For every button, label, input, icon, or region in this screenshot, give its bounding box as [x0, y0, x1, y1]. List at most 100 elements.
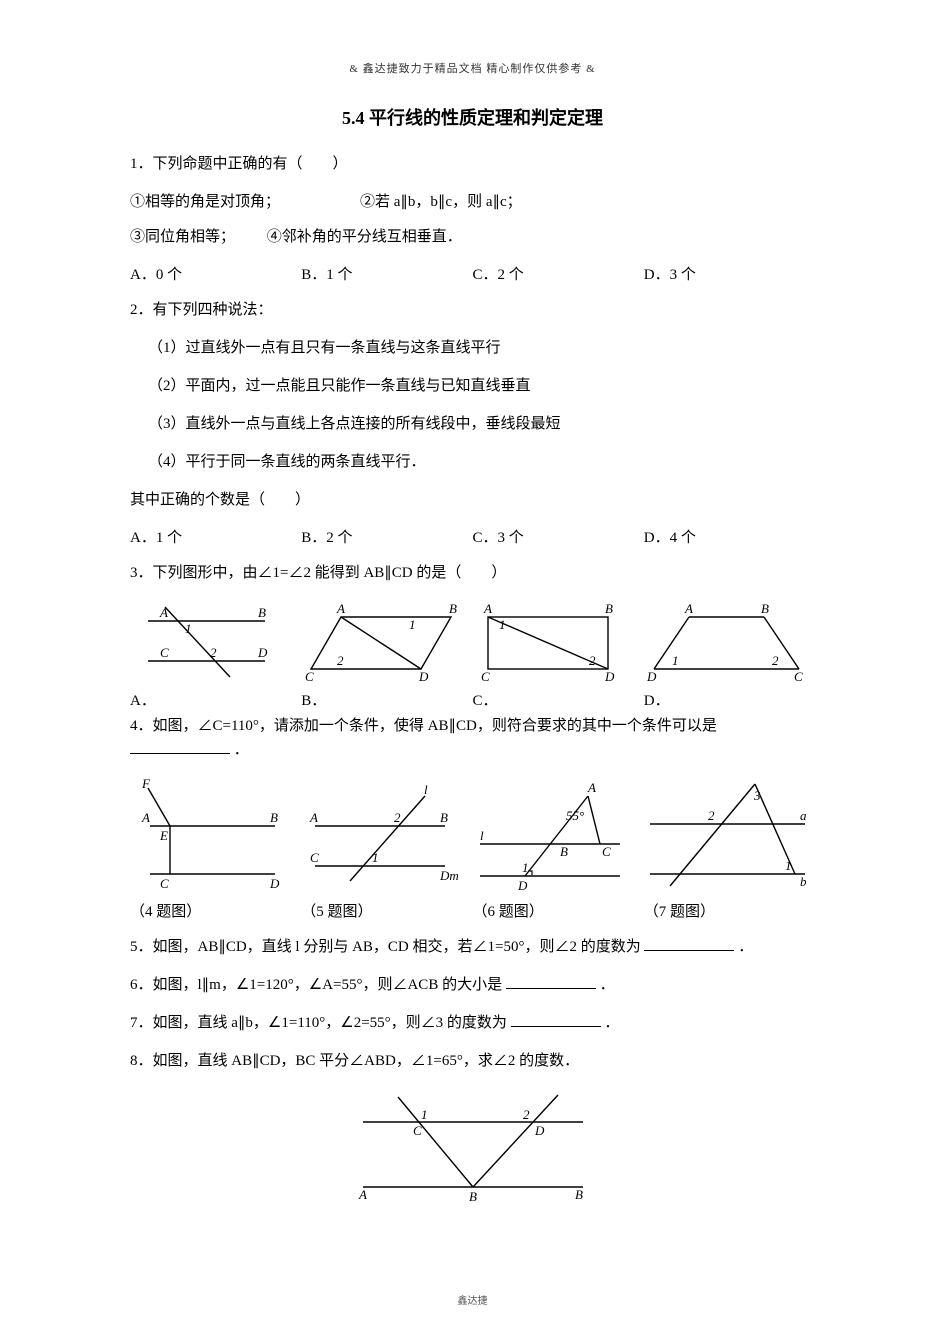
q1-sub12: ①相等的角是对顶角； ②若 a∥b，b∥c，则 a∥c；: [130, 190, 815, 211]
q4-stem-a: 4．如图，∠C=110°，请添加一个条件，使得 AB∥CD，则符合要求的其中一个…: [130, 718, 717, 734]
svg-text:C: C: [160, 645, 169, 660]
svg-text:D: D: [517, 878, 528, 893]
q2-opt-c: C．3 个: [473, 526, 644, 547]
q4-blank: [130, 739, 230, 754]
svg-text:A: A: [141, 810, 150, 825]
q3-label-a: A．: [130, 693, 156, 709]
fig5-diagram-icon: AB CDm l 21: [300, 776, 460, 896]
fig6-diagram-icon: l A 55° BC 1 D: [470, 776, 630, 896]
q4-stem-b: ．: [234, 742, 249, 758]
q5-blank: [644, 936, 734, 951]
svg-text:B: B: [270, 810, 278, 825]
q4-stem: 4．如图，∠C=110°，请添加一个条件，使得 AB∥CD，则符合要求的其中一个…: [130, 714, 815, 762]
svg-text:2: 2: [337, 653, 344, 668]
q3a-diagram-icon: A B C D 1 2: [130, 599, 280, 689]
svg-text:B: B: [560, 844, 568, 859]
fig4: F AB E CD: [130, 776, 300, 896]
q3d-diagram-icon: AB DC 12: [644, 599, 809, 689]
svg-text:1: 1: [372, 850, 379, 865]
svg-text:l: l: [480, 828, 484, 843]
svg-text:1: 1: [785, 858, 792, 873]
svg-text:C: C: [602, 844, 611, 859]
q2-s2: （2）平面内，过一点能且只能作一条直线与已知直线垂直: [130, 374, 815, 398]
q1-sub34: ③同位角相等； ④邻补角的平分线互相垂直．: [130, 225, 815, 249]
footer: 鑫达捷: [0, 1292, 945, 1307]
q7-text: 7．如图，直线 a∥b，∠1=110°，∠2=55°，则∠3 的度数为: [130, 1015, 507, 1031]
q6: 6．如图，l∥m，∠1=120°，∠A=55°，则∠ACB 的大小是 ．: [130, 973, 815, 997]
svg-text:b: b: [800, 874, 807, 889]
svg-text:B: B: [440, 810, 448, 825]
q2-s3: （3）直线外一点与直线上各点连接的所有线段中，垂线段最短: [130, 412, 815, 436]
svg-text:D: D: [604, 669, 615, 684]
q3b-diagram-icon: AB CD 12: [301, 599, 466, 689]
svg-text:A: A: [309, 810, 318, 825]
svg-text:B: B: [575, 1187, 583, 1202]
svg-text:B: B: [761, 601, 769, 616]
svg-text:l: l: [424, 782, 428, 797]
q6-text: 6．如图，l∥m，∠1=120°，∠A=55°，则∠ACB 的大小是: [130, 977, 502, 993]
q6-blank: [506, 974, 596, 989]
q3-fig-b: AB CD 12 B．: [301, 599, 472, 710]
page-title: 5.4 平行线的性质定理和判定定理: [130, 104, 815, 130]
header-note: & 鑫达捷致力于精品文档 精心制作仅供参考 &: [130, 60, 815, 76]
svg-text:C: C: [160, 876, 169, 891]
fig5: AB CDm l 21: [300, 776, 470, 896]
svg-text:3: 3: [753, 788, 761, 803]
fig7-diagram-icon: a b 3 2 1: [640, 776, 815, 896]
q1-stem: 1．下列命题中正确的有（ ）: [130, 152, 815, 176]
svg-text:D: D: [257, 645, 268, 660]
svg-text:C: C: [305, 669, 314, 684]
q7-blank: [511, 1012, 601, 1027]
q3-figures: A B C D 1 2 A． A B C D 1 2 B．: [130, 599, 815, 710]
q3-label-b: B．: [301, 693, 326, 709]
figlabel-7: （7 题图）: [644, 900, 815, 921]
svg-text:2: 2: [210, 645, 217, 660]
page: & 鑫达捷致力于精品文档 精心制作仅供参考 & 5.4 平行线的性质定理和判定定…: [0, 0, 945, 1337]
svg-text:E: E: [159, 828, 168, 843]
q3-fig-c: AB CD 12 C．: [473, 599, 644, 710]
svg-text:2: 2: [523, 1107, 530, 1122]
q1-opt-d: D．3 个: [644, 263, 815, 284]
q2-options: A．1 个 B．2 个 C．3 个 D．4 个: [130, 526, 815, 547]
q5-text: 5．如图，AB∥CD，直线 l 分别与 AB，CD 相交，若∠1=50°，则∠2…: [130, 939, 641, 955]
svg-text:A: A: [159, 605, 168, 620]
q2-opt-d: D．4 个: [644, 526, 815, 547]
svg-text:1: 1: [185, 621, 192, 636]
svg-text:D: D: [646, 669, 657, 684]
fig-labels-row: （4 题图） （5 题图） （6 题图） （7 题图）: [130, 900, 815, 921]
svg-text:1: 1: [672, 653, 679, 668]
svg-text:B: B: [469, 1189, 477, 1204]
svg-text:55°: 55°: [566, 808, 584, 823]
svg-text:A: A: [336, 601, 345, 616]
q1-s1: ①相等的角是对顶角；: [130, 190, 360, 211]
svg-text:1: 1: [522, 860, 529, 875]
svg-text:B: B: [258, 605, 266, 620]
svg-text:2: 2: [589, 653, 596, 668]
figlabel-6: （6 题图）: [473, 900, 644, 921]
q2-tail: 其中正确的个数是（ ）: [130, 488, 815, 512]
q1-s2: ②若 a∥b，b∥c，则 a∥c；: [360, 190, 522, 211]
q3-fig-d: AB DC 12 D．: [644, 599, 815, 710]
svg-text:C: C: [481, 669, 490, 684]
svg-text:F: F: [141, 776, 151, 791]
q2-s1: （1）过直线外一点有且只有一条直线与这条直线平行: [130, 336, 815, 360]
svg-text:a: a: [800, 808, 807, 823]
svg-text:1: 1: [409, 617, 416, 632]
figlabel-5: （5 题图）: [301, 900, 472, 921]
q3-fig-a: A B C D 1 2 A．: [130, 599, 301, 710]
svg-text:A: A: [358, 1187, 367, 1202]
svg-text:2: 2: [708, 808, 715, 823]
q7: 7．如图，直线 a∥b，∠1=110°，∠2=55°，则∠3 的度数为 ．: [130, 1011, 815, 1035]
svg-text:A: A: [483, 601, 492, 616]
svg-text:C: C: [413, 1123, 422, 1138]
fig4-diagram-icon: F AB E CD: [130, 776, 290, 896]
q7-tail: ．: [604, 1015, 619, 1031]
figlabel-4: （4 题图）: [130, 900, 301, 921]
q8: 8．如图，直线 AB∥CD，BC 平分∠ABD，∠1=65°，求∠2 的度数．: [130, 1049, 815, 1073]
svg-text:1: 1: [499, 617, 506, 632]
svg-text:C: C: [794, 669, 803, 684]
svg-text:B: B: [605, 601, 613, 616]
q8-figure: AB CD 12 B: [130, 1087, 815, 1207]
q3c-diagram-icon: A B C D 1 2: [473, 599, 628, 689]
fig7: a b 3 2 1: [640, 776, 815, 896]
